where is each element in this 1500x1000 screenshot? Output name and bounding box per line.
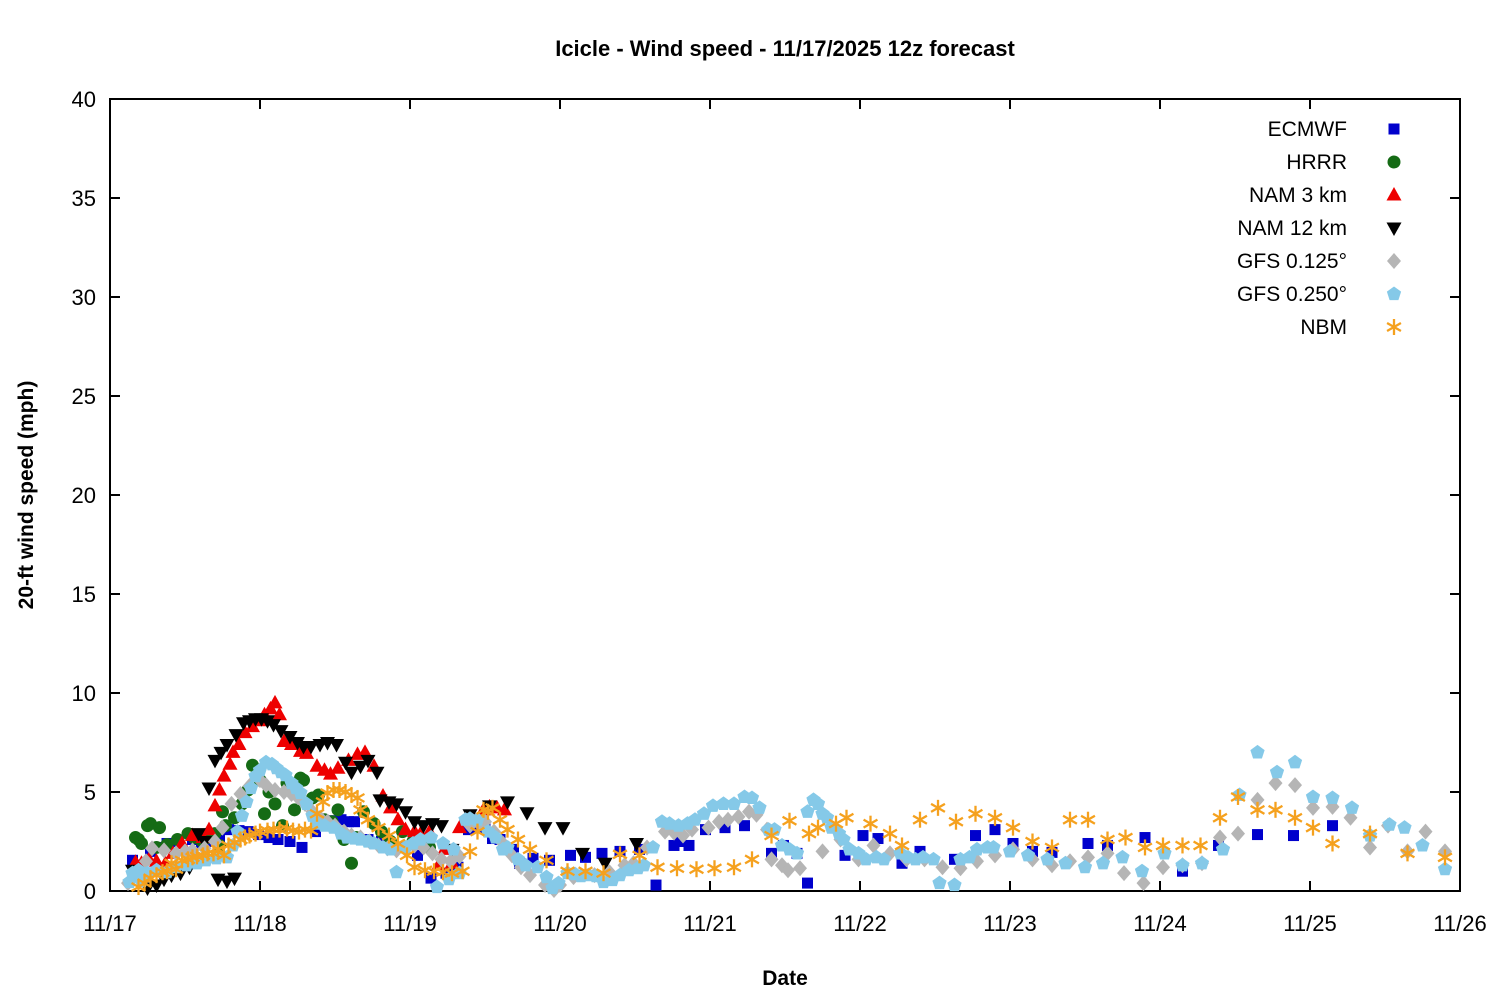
legend-label: ECMWF	[1268, 118, 1347, 141]
series-nbm	[130, 782, 1453, 896]
y-tick-label: 20	[72, 483, 96, 508]
x-tick-label: 11/20	[533, 911, 586, 936]
y-tick-label: 10	[72, 681, 96, 706]
data-points	[121, 694, 1453, 899]
y-tick-label: 35	[72, 186, 96, 211]
series-ecmwf	[127, 814, 1338, 891]
legend-entry-ecmwf: ECMWF	[1268, 118, 1400, 141]
y-tick-label: 0	[84, 879, 96, 904]
x-tick-label: 11/18	[233, 911, 286, 936]
legend: ECMWF HRRR NAM 3 km NAM 12 km GFS 0.125° GFS …	[1237, 118, 1402, 339]
x-tick-label: 11/21	[683, 911, 736, 936]
legend-entry-nam-3-km: NAM 3 km	[1249, 184, 1402, 207]
legend-label: NBM	[1300, 316, 1347, 339]
y-tick-label: 5	[84, 780, 96, 805]
x-tick-label: 11/22	[833, 911, 886, 936]
x-axis-title: Date	[762, 967, 808, 990]
chart-title: Icicle - Wind speed - 11/17/2025 12z for…	[555, 36, 1015, 61]
x-tick-label: 11/17	[83, 911, 136, 936]
y-tick-label: 40	[72, 87, 96, 112]
legend-entry-gfs-0-125-: GFS 0.125°	[1237, 250, 1401, 273]
legend-entry-hrrr: HRRR	[1286, 151, 1401, 174]
x-tick-label: 11/25	[1283, 911, 1336, 936]
legend-label: GFS 0.125°	[1237, 250, 1347, 273]
y-tick-label: 15	[72, 582, 96, 607]
x-tick-label: 11/23	[983, 911, 1036, 936]
x-tick-label: 11/26	[1433, 911, 1486, 936]
y-tick-label: 30	[72, 285, 96, 310]
axes: 11/17 11/18 11/19 11/20 11/21 11/22 11/23 11/24…	[72, 87, 1487, 936]
legend-entry-gfs-0-250-: GFS 0.250°	[1237, 283, 1402, 306]
legend-entry-nam-12-km: NAM 12 km	[1237, 217, 1402, 240]
legend-label: GFS 0.250°	[1237, 283, 1347, 306]
legend-label: HRRR	[1286, 151, 1347, 174]
y-tick-label: 25	[72, 384, 96, 409]
x-tick-label: 11/24	[1133, 911, 1186, 936]
legend-label: NAM 12 km	[1237, 217, 1347, 240]
y-axis-title: 20-ft wind speed (mph)	[15, 381, 38, 610]
x-tick-label: 11/19	[383, 911, 436, 936]
legend-label: NAM 3 km	[1249, 184, 1347, 207]
legend-entry-nbm: NBM	[1300, 316, 1402, 339]
